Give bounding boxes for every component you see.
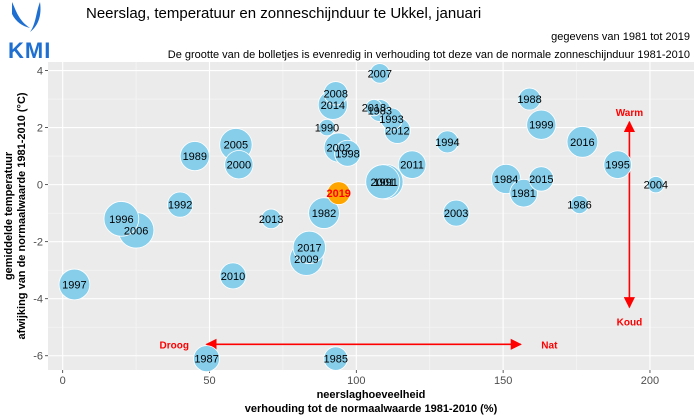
point-label-1994: 1994: [435, 137, 459, 149]
point-label-2012: 2012: [385, 125, 409, 137]
chart-note: De grootte van de bolletjes is evenredig…: [168, 49, 690, 61]
point-label-2003: 2003: [444, 208, 468, 220]
x-tick-label: 0: [60, 375, 66, 387]
point-1996: [103, 201, 140, 237]
x-tick-label: 100: [347, 375, 365, 387]
point-label-2009: 2009: [294, 254, 318, 266]
point-label-2013: 2013: [259, 214, 283, 226]
point-2010: [219, 262, 247, 290]
point-label-2018: 2018: [362, 103, 386, 115]
point-2008: [323, 81, 348, 106]
y-tick-label: 2: [37, 123, 43, 135]
point-2011: [397, 150, 427, 179]
point-label-2008: 2008: [324, 88, 348, 100]
y-tick-label: -2: [33, 237, 43, 249]
point-label-1984: 1984: [494, 174, 518, 186]
point-1997: [58, 268, 91, 301]
point-label-2014: 2014: [321, 100, 345, 112]
point-1985: [323, 346, 348, 371]
y-tick-label: -4: [33, 294, 43, 306]
point-1998: [334, 139, 361, 167]
kmi-logo-swoosh2-icon: [30, 2, 41, 32]
data-points: 1981 1982 1983 1984 1985 1986 1987 1988 1989 1990…: [58, 63, 668, 372]
point-2015: [528, 166, 554, 192]
point-label-1999: 1999: [529, 120, 553, 132]
point-label-2015: 2015: [529, 174, 553, 186]
x-tick-label: 200: [641, 375, 659, 387]
point-2013: [260, 208, 282, 230]
y-axis-title: gemiddelde temperatuur: [3, 151, 15, 280]
point-label-2007: 2007: [368, 68, 392, 80]
point-2001: [365, 164, 401, 200]
point-label-1988: 1988: [517, 94, 541, 106]
point-1989: [179, 141, 210, 172]
point-label-2011: 2011: [400, 160, 424, 172]
kmi-logo-swoosh-icon: [12, 2, 30, 28]
point-2019: [326, 181, 351, 205]
point-label-1987: 1987: [194, 354, 218, 366]
annotation-droog: Droog: [159, 340, 188, 351]
point-1994: [435, 130, 459, 154]
point-label-2006: 2006: [124, 225, 148, 237]
x-axis-title: neerslaghoeveelheid: [317, 389, 426, 401]
point-label-2010: 2010: [221, 271, 245, 283]
point-1999: [526, 109, 557, 140]
point-label-1997: 1997: [62, 279, 86, 291]
point-label-1983: 1983: [368, 105, 392, 117]
point-label-2002: 2002: [326, 143, 350, 155]
point-2018: [365, 99, 383, 117]
chart-title: Neerslag, temperatuur en zonneschijnduur…: [86, 5, 481, 22]
y-tick-label: 4: [37, 66, 43, 78]
point-2016: [566, 126, 599, 158]
point-2017: [292, 230, 326, 264]
point-label-1991: 1991: [373, 177, 397, 189]
axis-ticks: 0 50 100 150 200 -6 -4 -2 0 2 4: [33, 66, 659, 387]
point-label-1990: 1990: [315, 123, 339, 135]
point-2007: [369, 63, 391, 84]
x-tick-label: 50: [203, 375, 215, 387]
kmi-logo: KMI: [8, 2, 51, 63]
point-label-1995: 1995: [605, 160, 629, 172]
point-label-1993: 1993: [379, 114, 403, 126]
point-label-1982: 1982: [312, 208, 336, 220]
y-tick-label: 0: [37, 180, 43, 192]
point-1981: [509, 178, 538, 208]
point-1988: [518, 87, 541, 111]
point-label-1996: 1996: [109, 214, 133, 226]
point-2004: [647, 176, 665, 194]
point-label-2000: 2000: [227, 160, 251, 172]
annotation-arrows: Warm Koud Droog Nat: [159, 108, 643, 351]
point-2003: [442, 199, 470, 227]
point-label-1986: 1986: [567, 200, 591, 212]
point-label-2001: 2001: [371, 177, 395, 189]
point-label-1985: 1985: [324, 354, 348, 366]
point-2000: [224, 150, 254, 180]
point-1992: [167, 191, 194, 218]
point-label-2019: 2019: [326, 188, 350, 200]
annotation-koud: Koud: [617, 318, 643, 329]
point-label-1992: 1992: [168, 200, 192, 212]
annotation-nat: Nat: [541, 340, 558, 351]
point-1982: [308, 197, 340, 229]
point-1986: [570, 195, 589, 214]
y-tick-label: -6: [33, 351, 43, 363]
point-label-1981: 1981: [511, 188, 535, 200]
point-1993: [380, 107, 403, 131]
x-tick-label: 150: [494, 375, 512, 387]
point-1990: [318, 118, 336, 137]
point-label-2005: 2005: [224, 140, 248, 152]
annotation-warm: Warm: [616, 108, 644, 119]
kmi-logo-text: KMI: [8, 38, 51, 63]
point-label-2017: 2017: [297, 242, 321, 254]
point-label-2016: 2016: [570, 137, 594, 149]
x-axis-subtitle: verhouding tot de normaalwaarde 1981-201…: [245, 403, 498, 415]
point-label-1989: 1989: [183, 151, 207, 163]
y-axis-subtitle: afwijking van de normaalwaarde 1981-2010…: [16, 92, 28, 339]
point-1995: [603, 150, 632, 179]
chart-subtitle: gegevens van 1981 tot 2019: [551, 31, 690, 43]
point-label-1998: 1998: [335, 148, 359, 160]
point-label-2004: 2004: [644, 180, 668, 192]
point-1987: [193, 345, 220, 372]
